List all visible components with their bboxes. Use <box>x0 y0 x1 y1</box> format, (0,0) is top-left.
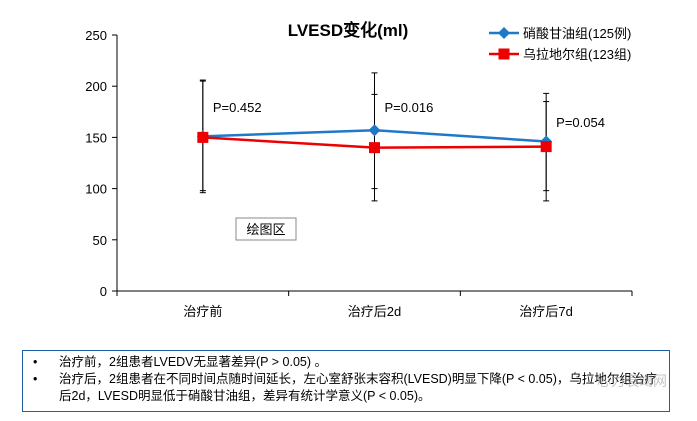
legend-marker-1 <box>498 48 510 60</box>
p-value-label: P=0.452 <box>213 100 262 115</box>
note-item: • 治疗后，2组患者在不同时间点随时间延长，左心室舒张末容积(LVESD)明显下降… <box>31 371 661 405</box>
x-tick-label: 治疗后2d <box>348 304 401 319</box>
legend-label-1: 乌拉地尔组(123组) <box>523 47 631 62</box>
y-tick-label: 100 <box>85 182 107 197</box>
legend-label-0: 硝酸甘油组(125例) <box>523 26 631 41</box>
note-text: 治疗前，2组患者LVEDV无显著差异(P > 0.05) 。 <box>59 355 327 369</box>
y-tick-label: 150 <box>85 130 107 145</box>
data-point <box>369 142 380 154</box>
notes-box: • 治疗前，2组患者LVEDV无显著差异(P > 0.05) 。 • 治疗后，2组患… <box>22 350 670 412</box>
bullet-icon: • <box>33 372 38 386</box>
data-point <box>540 141 552 153</box>
x-tick-label: 治疗前 <box>183 304 222 319</box>
y-tick-label: 200 <box>85 79 107 94</box>
x-tick-label: 治疗后7d <box>519 304 572 319</box>
data-point <box>368 124 381 137</box>
p-value-label: P=0.016 <box>385 100 434 115</box>
note-item: • 治疗前，2组患者LVEDV无显著差异(P > 0.05) 。 <box>31 354 661 371</box>
watermark: 心力衰竭网 <box>597 374 667 390</box>
lvesd-chart: LVESD变化(ml) 0 50 100 150 200 250 治疗前 治疗后2d 治疗后7d… <box>85 20 633 319</box>
plot-area-tooltip: 绘图区 <box>235 217 297 241</box>
y-tick-label: 50 <box>93 233 107 248</box>
data-point <box>197 131 209 143</box>
p-value-label: P=0.054 <box>556 115 605 130</box>
plot-area-label: 绘图区 <box>246 222 285 237</box>
y-tick-label: 250 <box>85 28 107 43</box>
legend-marker-0 <box>498 27 510 39</box>
chart-title: LVESD变化(ml) <box>288 20 409 40</box>
note-text: 治疗后，2组患者在不同时间点随时间延长，左心室舒张末容积(LVESD)明显下降(… <box>59 372 657 403</box>
y-tick-label: 0 <box>100 284 107 299</box>
bullet-icon: • <box>33 355 38 369</box>
